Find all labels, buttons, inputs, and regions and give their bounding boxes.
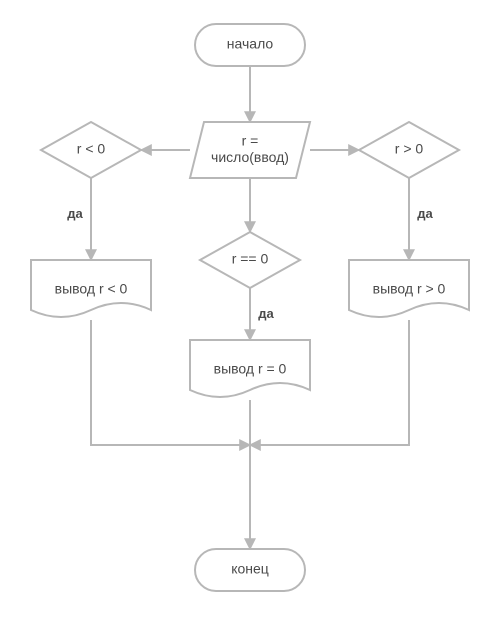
edge-label-decR-outR: да <box>417 206 433 221</box>
node-label-end: конец <box>231 561 269 577</box>
node-label-input: число(ввод) <box>211 149 289 165</box>
edge-label-decL-outL: да <box>67 206 83 221</box>
flowchart-canvas: начало r =число(ввод) r < 0 r > 0 r == 0 выво… <box>0 0 500 643</box>
node-decR: r > 0 <box>395 141 424 157</box>
edge-label-decM-outM: да <box>258 306 274 321</box>
node-label-decR: r > 0 <box>395 141 424 157</box>
node-outR: вывод r > 0 <box>373 281 446 297</box>
node-decL: r < 0 <box>77 141 106 157</box>
node-outL: вывод r < 0 <box>55 281 128 297</box>
node-decM: r == 0 <box>232 251 269 267</box>
node-label-decM: r == 0 <box>232 251 269 267</box>
node-label-outM: вывод r = 0 <box>214 361 287 377</box>
node-label-input: r = <box>242 133 259 149</box>
node-label-outR: вывод r > 0 <box>373 281 446 297</box>
node-outM: вывод r = 0 <box>214 361 287 377</box>
node-end: конец <box>231 561 269 577</box>
node-label-decL: r < 0 <box>77 141 106 157</box>
node-label-outL: вывод r < 0 <box>55 281 128 297</box>
node-label-start: начало <box>227 36 274 52</box>
node-start: начало <box>227 36 274 52</box>
